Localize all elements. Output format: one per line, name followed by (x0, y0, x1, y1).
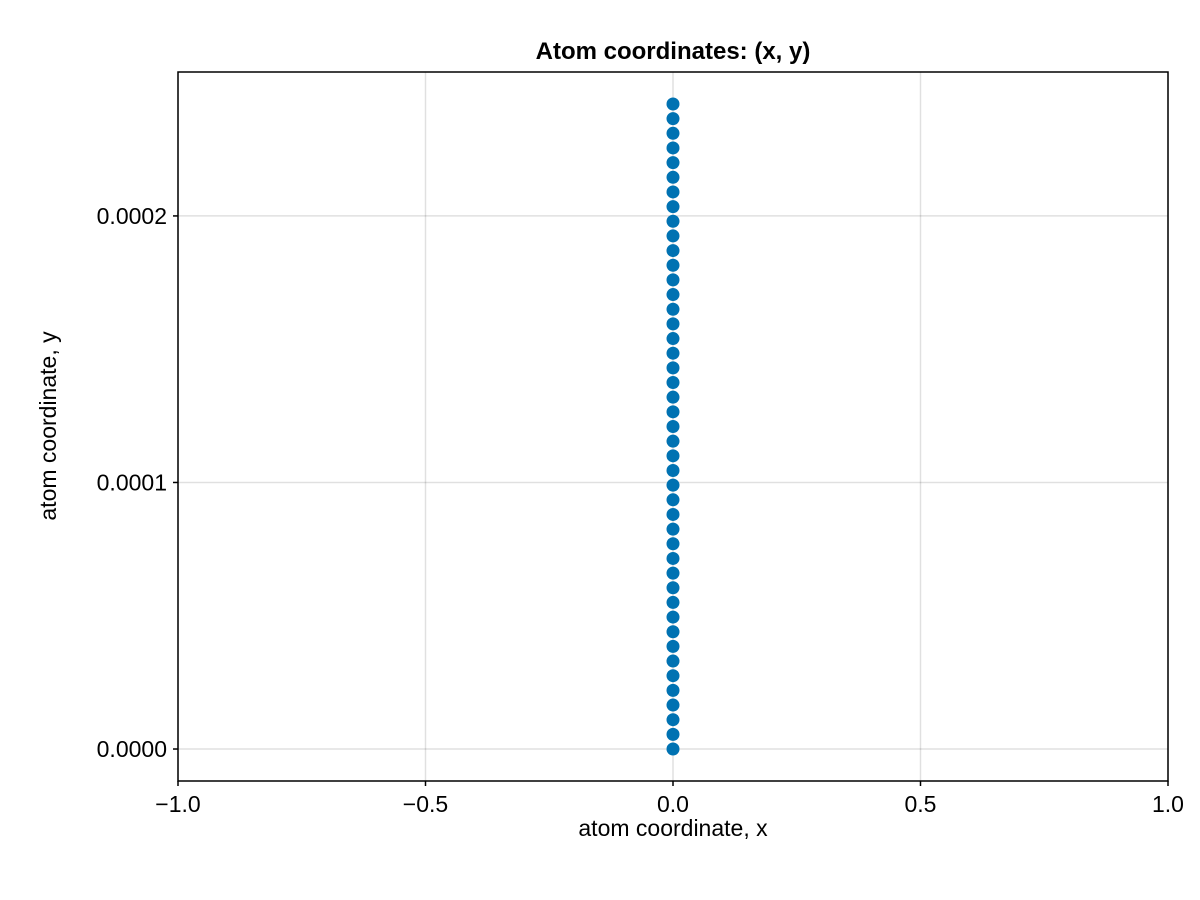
data-point (666, 625, 680, 639)
data-points (666, 97, 680, 756)
data-point (666, 361, 680, 375)
data-point (666, 258, 680, 272)
x-tick-label: −1.0 (155, 791, 200, 817)
data-point (666, 273, 680, 287)
data-point (666, 141, 680, 155)
data-point (666, 126, 680, 140)
x-tick-label: 0.5 (905, 791, 937, 817)
data-point (666, 463, 680, 477)
data-point (666, 654, 680, 668)
y-tick-label: 0.0000 (97, 736, 167, 762)
y-tick-label: 0.0001 (97, 469, 167, 495)
x-axis-ticks: −1.0 −0.5 0.0 0.5 1.0 (155, 781, 1184, 817)
data-point (666, 170, 680, 184)
data-point (666, 595, 680, 609)
data-point (666, 405, 680, 419)
data-point (666, 332, 680, 346)
data-point (666, 507, 680, 521)
data-point (666, 97, 680, 111)
data-point (666, 639, 680, 653)
data-point (666, 669, 680, 683)
data-point (666, 317, 680, 331)
data-point (666, 683, 680, 697)
data-point (666, 185, 680, 199)
data-point (666, 551, 680, 565)
data-point (666, 522, 680, 536)
y-axis-label: atom coordinate, y (35, 331, 61, 521)
data-point (666, 493, 680, 507)
data-point (666, 478, 680, 492)
x-tick-label: 0.0 (657, 791, 689, 817)
data-point (666, 112, 680, 126)
data-point (666, 742, 680, 756)
data-point (666, 156, 680, 170)
y-tick-label: 0.0002 (97, 203, 167, 229)
data-point (666, 214, 680, 228)
data-point (666, 288, 680, 302)
data-point (666, 244, 680, 258)
data-point (666, 376, 680, 390)
data-point (666, 420, 680, 433)
x-tick-label: −0.5 (403, 791, 448, 817)
data-point (666, 581, 680, 595)
data-point (666, 537, 680, 551)
data-point (666, 302, 680, 316)
data-point (666, 449, 680, 463)
chart-title: Atom coordinates: (x, y) (536, 38, 811, 65)
data-point (666, 566, 680, 580)
data-point (666, 390, 680, 404)
data-point (666, 698, 680, 712)
data-point (666, 713, 680, 727)
x-axis-label: atom coordinate, x (578, 815, 768, 841)
data-point (666, 229, 680, 243)
data-point (666, 346, 680, 360)
data-point (666, 727, 680, 741)
y-axis-ticks: 0.0000 0.0001 0.0002 (97, 203, 178, 762)
data-point (666, 434, 680, 448)
x-tick-label: 1.0 (1152, 791, 1184, 817)
data-point (666, 610, 680, 624)
data-point (666, 200, 680, 214)
